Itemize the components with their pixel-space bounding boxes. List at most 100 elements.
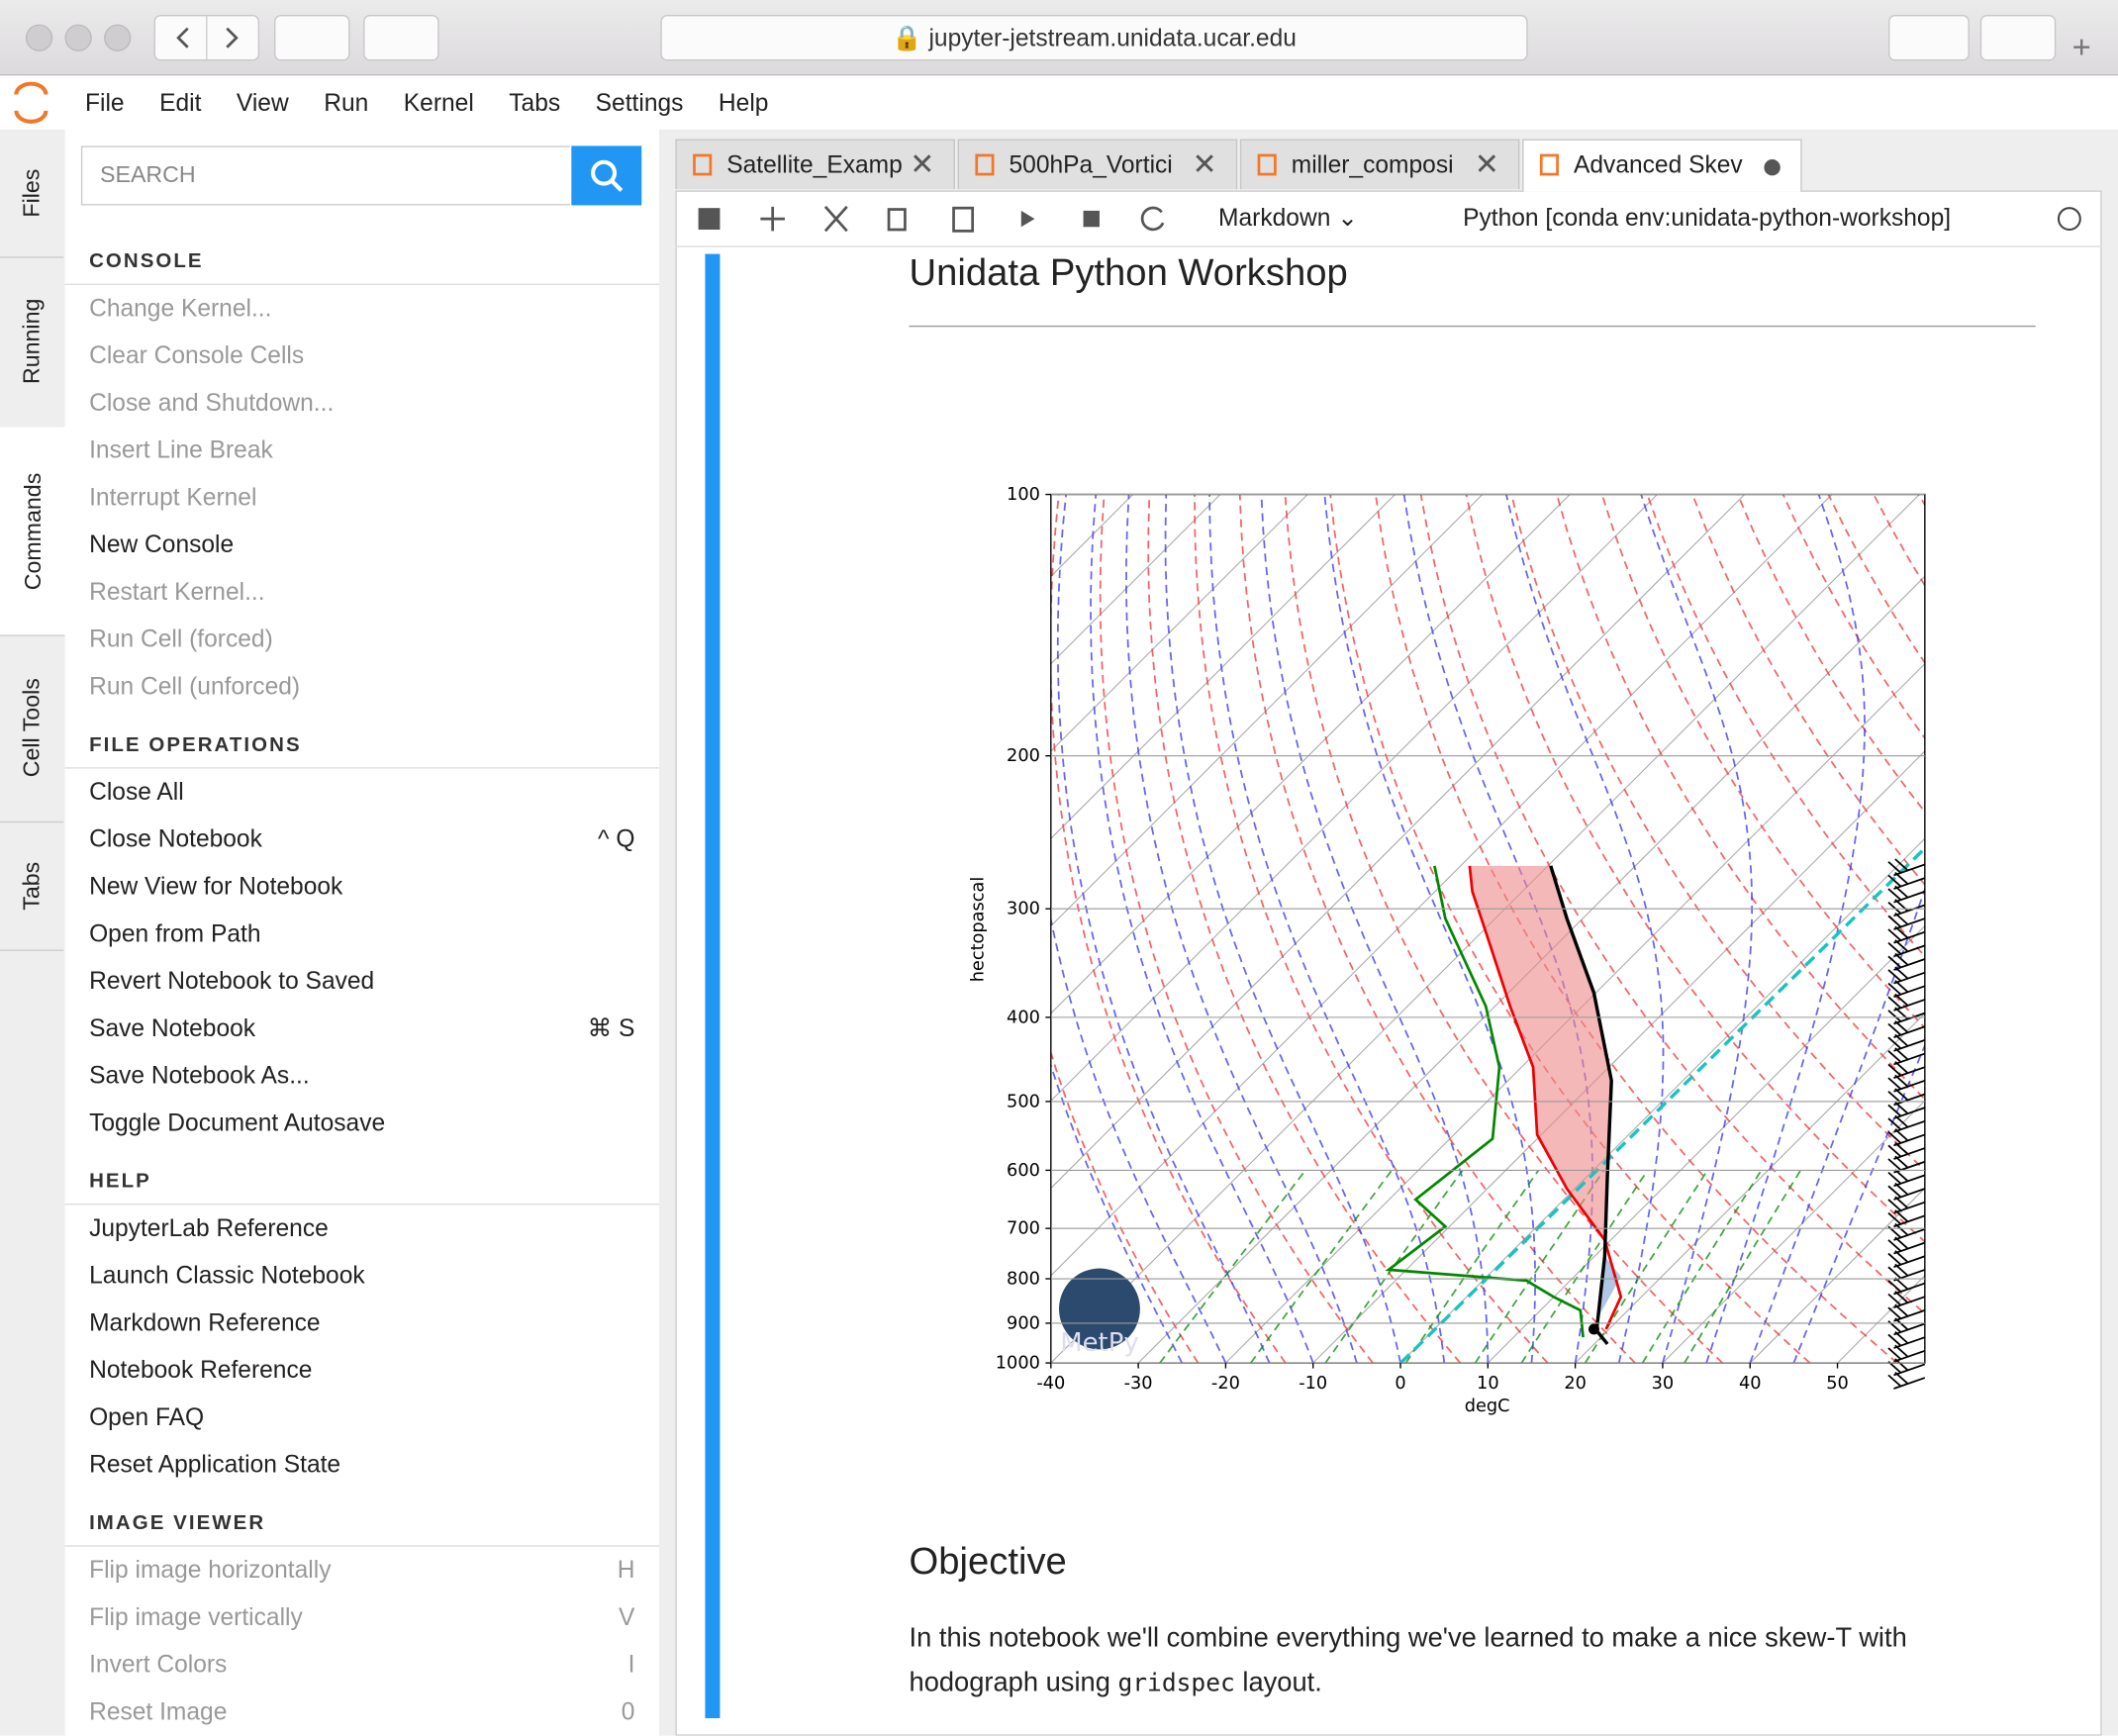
menu-item[interactable]: Tabs xyxy=(509,88,561,116)
notebook-icon xyxy=(1539,153,1559,176)
command[interactable]: Save Notebook ⌘ S xyxy=(65,1005,660,1052)
paste-icon[interactable] xyxy=(952,206,975,233)
tab-label: Satellite_Examp xyxy=(726,150,903,179)
command[interactable]: New Console xyxy=(65,522,660,569)
dry-adiabat xyxy=(1238,494,1636,1364)
search-button[interactable] xyxy=(571,145,642,206)
document-tab[interactable]: Advanced Skev xyxy=(1522,139,1802,192)
command[interactable]: Close Notebook ^ Q xyxy=(65,816,660,863)
menu-item[interactable]: View xyxy=(236,88,289,116)
wind-barb xyxy=(1887,993,1926,1012)
side-tab[interactable]: Tabs xyxy=(0,821,64,951)
tabs-button[interactable] xyxy=(1979,15,2057,61)
wind-barb xyxy=(1887,1033,1926,1052)
section-title: HELP xyxy=(64,1147,660,1206)
command[interactable]: Toggle Document Autosave xyxy=(65,1100,660,1147)
moist-adiabat xyxy=(1164,494,1401,1364)
cell-type: Markdown xyxy=(1218,204,1331,232)
zoom-button[interactable] xyxy=(104,24,132,51)
side-tab-label: Cell Tools xyxy=(18,678,45,778)
close-tab[interactable]: ✕ xyxy=(1474,146,1499,181)
side-tab[interactable]: Running xyxy=(0,256,64,429)
command[interactable]: Save Notebook As... xyxy=(65,1052,660,1100)
command-label: Clear Console Cells xyxy=(89,341,305,369)
wind-barb xyxy=(1887,1007,1926,1025)
new-tab[interactable]: + xyxy=(2071,30,2091,66)
command[interactable]: Open FAQ xyxy=(65,1394,660,1441)
menu-item[interactable]: Kernel xyxy=(403,88,474,116)
menu-item[interactable]: Settings xyxy=(595,88,684,116)
menu-item[interactable]: File xyxy=(84,88,125,116)
unsaved-dot[interactable] xyxy=(1763,144,1781,192)
wind-barb xyxy=(1887,1182,1926,1201)
menu-item[interactable]: Run xyxy=(324,88,369,116)
wind-barb xyxy=(1887,952,1926,971)
minimize-button[interactable] xyxy=(64,24,92,51)
dry-adiabat xyxy=(1918,494,1925,507)
url-bar[interactable]: 🔒 jupyter-jetstream.unidata.ucar.edu xyxy=(660,15,1528,61)
x-tick-label: 40 xyxy=(1739,1374,1762,1394)
isotherm xyxy=(1924,1362,1925,1364)
command-label: Launch Classic Notebook xyxy=(89,1261,365,1290)
side-tab[interactable]: Cell Tools xyxy=(0,634,64,823)
y-tick-label: 300 xyxy=(1007,900,1040,919)
wind-barb xyxy=(1887,1047,1926,1066)
close-button[interactable] xyxy=(25,24,53,51)
side-tab[interactable]: Files xyxy=(0,130,64,258)
command: Interrupt Kernel xyxy=(65,474,660,522)
cut-icon[interactable] xyxy=(823,205,848,233)
y-tick-label: 700 xyxy=(1007,1219,1040,1239)
document-tabs: Satellite_Examp ✕ 500hPa_Vortici ✕ miller_co… xyxy=(675,139,1804,192)
menu-item[interactable]: Edit xyxy=(159,88,202,116)
command-label: Insert Line Break xyxy=(89,435,273,464)
copy-icon[interactable] xyxy=(887,208,907,232)
side-tab[interactable]: Commands xyxy=(0,427,66,636)
moist-adiabat xyxy=(1705,494,1866,1364)
command[interactable]: Close All xyxy=(65,769,660,817)
command[interactable]: Revert Notebook to Saved xyxy=(65,958,660,1006)
moist-adiabat xyxy=(1749,886,1925,1364)
back-forward[interactable] xyxy=(153,15,260,61)
command-label: Close All xyxy=(89,778,184,806)
command-list: CONSOLE Change Kernel... Clear Console Cel… xyxy=(64,227,660,1735)
run-icon[interactable] xyxy=(1020,210,1035,228)
command[interactable]: Launch Classic Notebook xyxy=(65,1252,660,1300)
command-label: Open FAQ xyxy=(89,1403,205,1431)
document-tab[interactable]: miller_composi ✕ xyxy=(1239,139,1520,190)
kernel-name[interactable]: Python [conda env:unidata-python-worksho… xyxy=(1463,204,1952,232)
document-tab[interactable]: 500hPa_Vortici ✕ xyxy=(957,139,1238,190)
dewpoint xyxy=(1385,865,1585,1338)
command: Flip image horizontally H xyxy=(65,1547,660,1594)
notebook-toolbar xyxy=(675,190,2102,247)
command[interactable]: Open from Path xyxy=(65,911,660,958)
stop-icon[interactable] xyxy=(1083,210,1100,228)
command[interactable]: Notebook Reference xyxy=(65,1347,660,1395)
cape-area xyxy=(1469,865,1612,1240)
command-label: Notebook Reference xyxy=(89,1356,313,1384)
command[interactable]: JupyterLab Reference xyxy=(65,1205,660,1252)
command-label: Close Notebook xyxy=(89,824,262,853)
document-tab[interactable]: Satellite_Examp ✕ xyxy=(675,139,955,190)
home-button[interactable] xyxy=(363,15,439,61)
share-button[interactable] xyxy=(1887,15,1970,61)
command[interactable]: Reset Application State xyxy=(65,1441,660,1489)
cell-type-select[interactable]: Markdown ⌄ xyxy=(1218,204,1358,232)
command: Restart Kernel... xyxy=(65,569,660,617)
moist-adiabat xyxy=(1640,494,1754,1364)
close-tab[interactable]: ✕ xyxy=(1192,146,1217,181)
insert-icon[interactable] xyxy=(760,206,785,232)
menu-item[interactable]: Help xyxy=(718,88,769,116)
dry-adiabat xyxy=(1465,494,1925,1243)
search-box[interactable]: SEARCH xyxy=(80,145,570,206)
skewt-figure: MetPy degC hectopascal 10020030040050060… xyxy=(969,485,1926,1416)
close-tab[interactable]: ✕ xyxy=(910,146,935,181)
wind-barb xyxy=(1887,925,1926,944)
sidebar-button[interactable] xyxy=(274,15,350,61)
save-icon[interactable] xyxy=(698,208,721,231)
command[interactable]: New View for Notebook xyxy=(65,863,660,911)
command[interactable]: Markdown Reference xyxy=(65,1300,660,1347)
moist-adiabat xyxy=(1402,494,1593,1364)
isotherm xyxy=(1050,494,1484,927)
restart-icon[interactable] xyxy=(1140,206,1165,232)
